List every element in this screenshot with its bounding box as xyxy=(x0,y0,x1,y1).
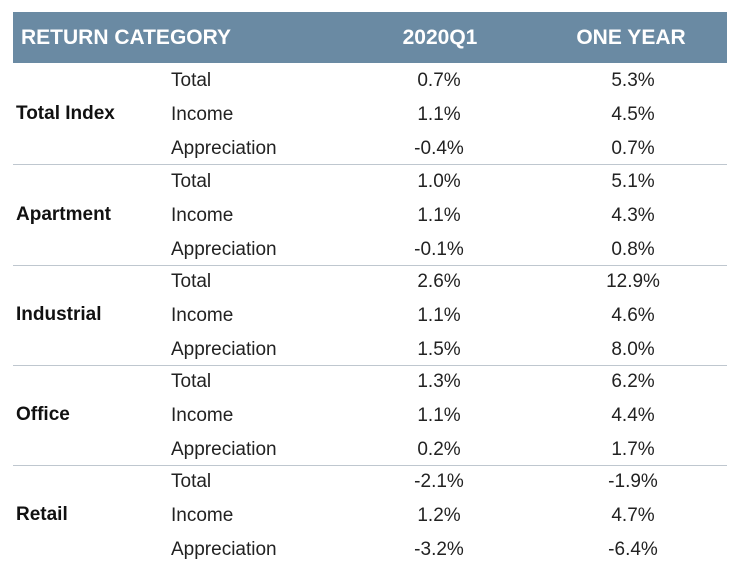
value-2020q1: 1.1% xyxy=(417,305,461,326)
metric-label: Income xyxy=(171,305,234,326)
value-one-year: 0.7% xyxy=(611,138,655,159)
value-2020q1: -0.1% xyxy=(414,239,464,260)
metric-label: Total xyxy=(171,471,212,492)
value-one-year: 5.1% xyxy=(611,171,655,192)
value-one-year: -1.9% xyxy=(608,471,658,492)
value-2020q1: 1.3% xyxy=(417,371,461,392)
table-row: Appreciation 1.5% 8.0% xyxy=(13,333,727,367)
metric-label: Income xyxy=(171,104,234,125)
value-one-year: 4.6% xyxy=(611,305,655,326)
value-one-year: 8.0% xyxy=(611,339,655,360)
table-row: Income 1.2% 4.7% xyxy=(13,499,727,533)
table-row: Income 1.1% 4.6% xyxy=(13,299,727,333)
value-one-year: 1.7% xyxy=(611,439,655,460)
value-one-year: 5.3% xyxy=(611,70,655,91)
table-row: Income 1.1% 4.5% xyxy=(13,98,727,132)
table-row: Appreciation 0.2% 1.7% xyxy=(13,433,727,467)
table-header: RETURN CATEGORY 2020Q1 ONE YEAR xyxy=(13,12,727,63)
value-2020q1: 1.0% xyxy=(417,171,461,192)
table-row: Income 1.1% 4.4% xyxy=(13,399,727,433)
metric-label: Appreciation xyxy=(171,439,277,460)
metric-label: Income xyxy=(171,405,234,426)
metric-label: Total xyxy=(171,271,212,292)
metric-label: Appreciation xyxy=(171,138,277,159)
value-one-year: 4.3% xyxy=(611,205,655,226)
value-2020q1: 1.1% xyxy=(417,205,461,226)
metric-label: Appreciation xyxy=(171,339,277,360)
group-industrial: Industrial Total 2.6% 12.9% Income 1.1% … xyxy=(13,265,727,366)
value-2020q1: 1.1% xyxy=(417,405,461,426)
metric-label: Appreciation xyxy=(171,239,277,260)
value-2020q1: 2.6% xyxy=(417,271,461,292)
table-row: Income 1.1% 4.3% xyxy=(13,199,727,233)
category-label: Office xyxy=(16,404,70,425)
table-row: Appreciation -3.2% -6.4% xyxy=(13,533,727,567)
header-2020q1: 2020Q1 xyxy=(402,26,478,49)
value-one-year: -6.4% xyxy=(608,539,658,560)
category-label: Apartment xyxy=(16,204,112,225)
group-total-index: Total Index Total 0.7% 5.3% Income 1.1% … xyxy=(13,64,727,165)
value-one-year: 4.5% xyxy=(611,104,655,125)
metric-label: Total xyxy=(171,371,212,392)
table-row: Total -2.1% -1.9% xyxy=(13,465,727,499)
header-one-year: ONE YEAR xyxy=(576,26,686,49)
group-apartment: Apartment Total 1.0% 5.1% Income 1.1% 4.… xyxy=(13,165,727,266)
table-row: Total 1.0% 5.1% xyxy=(13,165,727,199)
value-2020q1: 1.2% xyxy=(417,505,461,526)
category-label: Retail xyxy=(16,504,68,525)
group-office: Office Total 1.3% 6.2% Income 1.1% 4.4% … xyxy=(13,365,727,466)
metric-label: Total xyxy=(171,70,212,91)
value-one-year: 4.7% xyxy=(611,505,655,526)
value-one-year: 12.9% xyxy=(606,271,660,292)
value-2020q1: 1.1% xyxy=(417,104,461,125)
table-row: Total 0.7% 5.3% xyxy=(13,64,727,98)
value-2020q1: -3.2% xyxy=(414,539,464,560)
value-2020q1: -2.1% xyxy=(414,471,464,492)
value-2020q1: -0.4% xyxy=(414,138,464,159)
metric-label: Income xyxy=(171,205,234,226)
value-2020q1: 1.5% xyxy=(417,339,461,360)
table-row: Appreciation -0.1% 0.8% xyxy=(13,233,727,267)
metric-label: Appreciation xyxy=(171,539,277,560)
value-2020q1: 0.2% xyxy=(417,439,461,460)
header-return-category: RETURN CATEGORY xyxy=(21,26,231,49)
table-row: Total 2.6% 12.9% xyxy=(13,265,727,299)
value-one-year: 6.2% xyxy=(611,371,655,392)
value-one-year: 4.4% xyxy=(611,405,655,426)
metric-label: Total xyxy=(171,171,212,192)
category-label: Total Index xyxy=(16,103,115,124)
category-label: Industrial xyxy=(16,304,102,325)
metric-label: Income xyxy=(171,505,234,526)
table-row: Total 1.3% 6.2% xyxy=(13,365,727,399)
value-one-year: 0.8% xyxy=(611,239,655,260)
table-row: Appreciation -0.4% 0.7% xyxy=(13,132,727,166)
group-retail: Retail Total -2.1% -1.9% Income 1.2% 4.7… xyxy=(13,465,727,565)
value-2020q1: 0.7% xyxy=(417,70,461,91)
